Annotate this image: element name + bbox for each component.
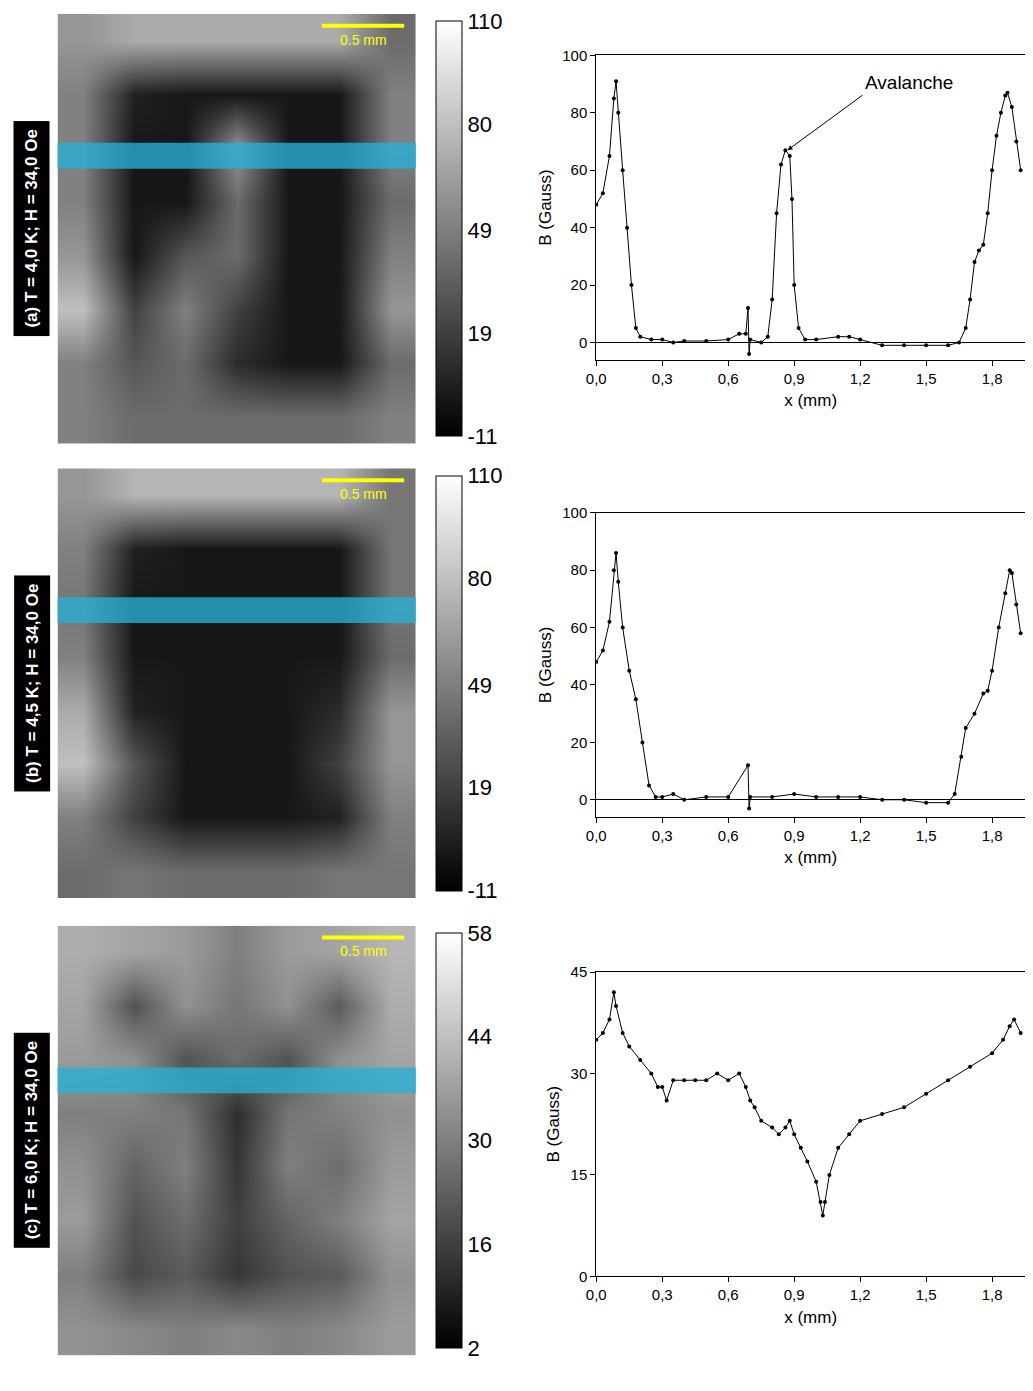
svg-text:B (Gauss): B (Gauss) xyxy=(536,627,555,704)
svg-text:Avalanche: Avalanche xyxy=(865,72,953,93)
svg-text:100: 100 xyxy=(562,47,587,64)
svg-text:(a) T = 4,0 K; H = 34,0 Oe: (a) T = 4,0 K; H = 34,0 Oe xyxy=(22,129,41,327)
svg-text:0.5 mm: 0.5 mm xyxy=(340,943,387,959)
svg-text:15: 15 xyxy=(571,1166,588,1183)
svg-text:30: 30 xyxy=(571,1065,588,1082)
svg-text:x (mm): x (mm) xyxy=(784,848,837,867)
svg-text:0,0: 0,0 xyxy=(586,827,607,844)
svg-text:0,3: 0,3 xyxy=(652,1286,673,1303)
svg-text:0,6: 0,6 xyxy=(718,370,739,387)
svg-text:1,8: 1,8 xyxy=(982,1286,1003,1303)
svg-text:60: 60 xyxy=(571,619,588,636)
svg-text:2: 2 xyxy=(467,1336,479,1361)
svg-text:80: 80 xyxy=(571,104,588,121)
svg-text:44: 44 xyxy=(467,1024,491,1049)
svg-text:49: 49 xyxy=(467,673,491,698)
svg-text:-11: -11 xyxy=(467,424,497,449)
svg-text:(c) T = 6,0 K; H = 34,0 Oe: (c) T = 6,0 K; H = 34,0 Oe xyxy=(22,1041,41,1239)
svg-text:80: 80 xyxy=(467,112,491,137)
svg-text:x (mm): x (mm) xyxy=(784,391,837,410)
svg-text:1,2: 1,2 xyxy=(850,827,871,844)
svg-text:1,5: 1,5 xyxy=(916,827,937,844)
svg-text:1,8: 1,8 xyxy=(982,370,1003,387)
svg-text:-11: -11 xyxy=(467,878,497,903)
svg-text:0,3: 0,3 xyxy=(652,370,673,387)
svg-text:0.5 mm: 0.5 mm xyxy=(340,32,387,48)
svg-text:0,6: 0,6 xyxy=(718,827,739,844)
svg-text:(b) T = 4,5 K; H = 34,0 Oe: (b) T = 4,5 K; H = 34,0 Oe xyxy=(23,584,42,783)
svg-text:1,5: 1,5 xyxy=(916,370,937,387)
svg-text:45: 45 xyxy=(571,963,588,980)
svg-text:58: 58 xyxy=(467,921,491,946)
svg-text:20: 20 xyxy=(571,734,588,751)
svg-text:1,2: 1,2 xyxy=(850,370,871,387)
svg-text:80: 80 xyxy=(467,566,491,591)
svg-text:0: 0 xyxy=(579,334,587,351)
svg-text:0,6: 0,6 xyxy=(718,1286,739,1303)
svg-text:110: 110 xyxy=(467,463,502,488)
svg-text:100: 100 xyxy=(562,504,587,521)
svg-text:49: 49 xyxy=(467,218,491,243)
svg-text:B (Gauss): B (Gauss) xyxy=(536,169,555,246)
svg-text:B (Gauss): B (Gauss) xyxy=(544,1086,563,1163)
svg-text:1,8: 1,8 xyxy=(982,827,1003,844)
svg-text:0,0: 0,0 xyxy=(586,1286,607,1303)
svg-text:19: 19 xyxy=(467,321,491,346)
svg-text:0,0: 0,0 xyxy=(586,370,607,387)
svg-text:0: 0 xyxy=(579,1268,587,1285)
svg-text:40: 40 xyxy=(571,219,588,236)
svg-text:60: 60 xyxy=(571,161,588,178)
svg-text:x (mm): x (mm) xyxy=(784,1308,837,1327)
svg-text:0,9: 0,9 xyxy=(784,1286,805,1303)
svg-text:0,9: 0,9 xyxy=(784,827,805,844)
svg-text:110: 110 xyxy=(467,9,502,34)
svg-text:0,9: 0,9 xyxy=(784,370,805,387)
svg-text:80: 80 xyxy=(571,561,588,578)
svg-text:0: 0 xyxy=(579,791,587,808)
svg-text:40: 40 xyxy=(571,676,588,693)
svg-text:0,3: 0,3 xyxy=(652,827,673,844)
svg-text:1,5: 1,5 xyxy=(916,1286,937,1303)
svg-text:16: 16 xyxy=(467,1232,491,1257)
svg-text:1,2: 1,2 xyxy=(850,1286,871,1303)
svg-text:19: 19 xyxy=(467,775,491,800)
svg-text:30: 30 xyxy=(467,1128,491,1153)
svg-text:0.5 mm: 0.5 mm xyxy=(340,486,387,502)
svg-text:20: 20 xyxy=(571,276,588,293)
